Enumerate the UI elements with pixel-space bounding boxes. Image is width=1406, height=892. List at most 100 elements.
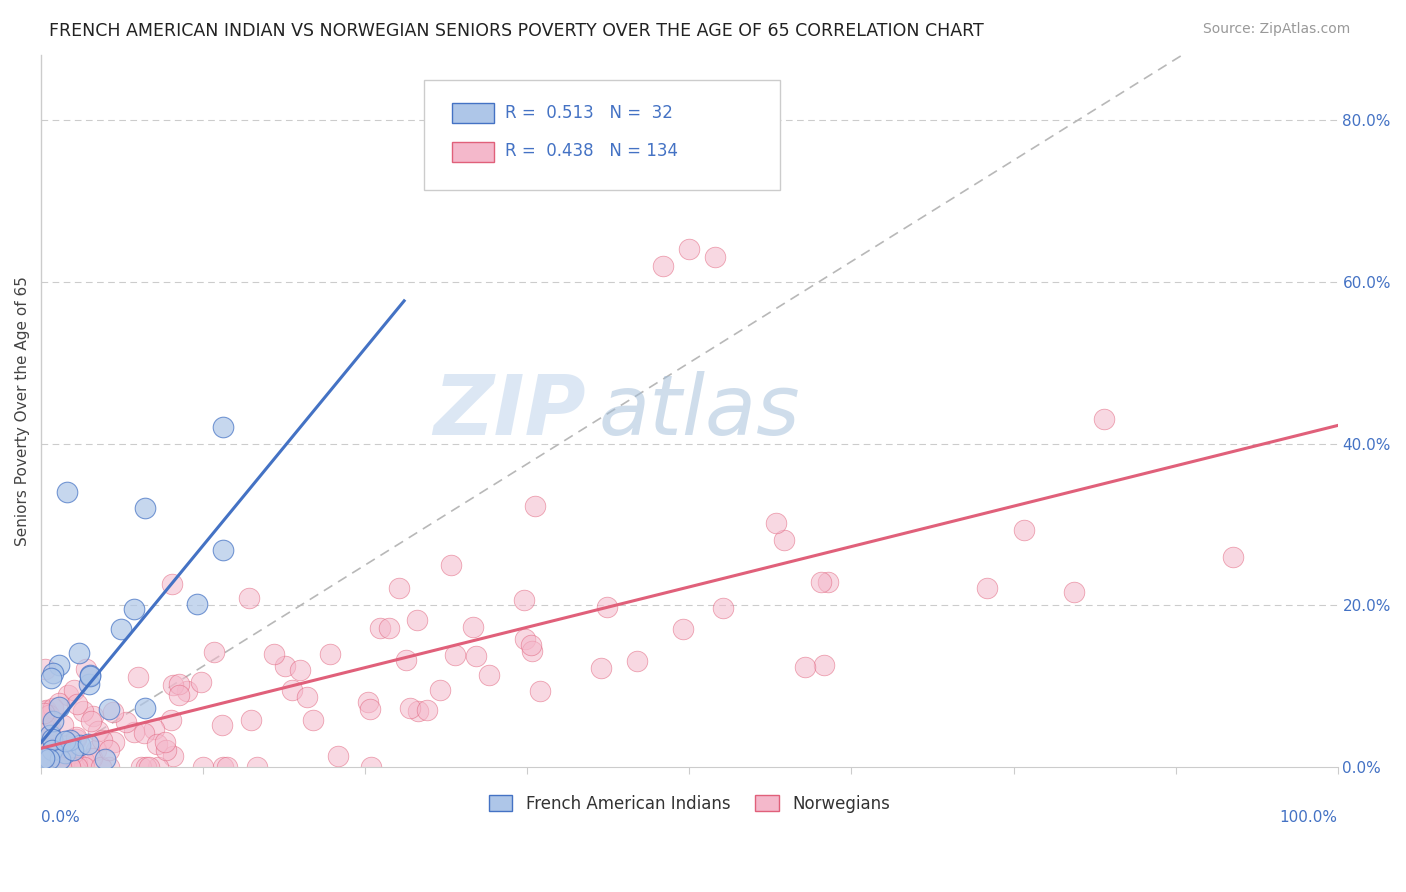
Point <box>56 756 79 770</box>
Point <box>1222 549 1244 564</box>
Point <box>146 737 169 751</box>
Point <box>399 700 422 714</box>
Point <box>589 660 612 674</box>
Point <box>34 704 56 718</box>
Point <box>246 760 269 774</box>
Point <box>810 574 832 589</box>
Point <box>211 717 233 731</box>
Point <box>134 701 156 715</box>
Point <box>359 702 381 716</box>
Point <box>90 760 112 774</box>
Point <box>395 653 418 667</box>
Point <box>1012 523 1035 537</box>
Point <box>148 760 170 774</box>
Point <box>406 613 429 627</box>
Point <box>211 543 233 558</box>
Point <box>190 675 212 690</box>
Point <box>38 752 60 766</box>
Point <box>357 695 380 709</box>
Point <box>49 752 72 766</box>
Point <box>515 632 537 647</box>
Point <box>204 645 226 659</box>
Point <box>153 735 176 749</box>
Point <box>38 708 60 723</box>
Point <box>176 684 198 698</box>
Point <box>39 760 62 774</box>
Point <box>51 747 73 761</box>
Text: ZIP: ZIP <box>433 371 586 451</box>
Point <box>416 703 439 717</box>
Point <box>80 714 103 728</box>
Point <box>239 713 262 727</box>
Point <box>90 732 112 747</box>
Point <box>160 577 183 591</box>
Point <box>520 643 543 657</box>
Point <box>765 516 787 530</box>
Point <box>72 760 94 774</box>
Point <box>326 749 349 764</box>
FancyBboxPatch shape <box>453 142 494 162</box>
Point <box>94 752 117 766</box>
Point <box>55 746 77 760</box>
Point <box>69 738 91 752</box>
Point <box>1092 412 1115 426</box>
Point <box>41 666 63 681</box>
Point <box>478 667 501 681</box>
Point <box>45 760 67 774</box>
Point <box>31 752 53 766</box>
Point <box>65 730 87 744</box>
Point <box>110 622 132 636</box>
Point <box>87 723 110 738</box>
Point <box>193 760 215 774</box>
Point <box>238 591 260 605</box>
Point <box>817 574 839 589</box>
Point <box>32 706 55 720</box>
Point <box>42 700 65 714</box>
Point <box>159 713 181 727</box>
Point <box>62 743 84 757</box>
Point <box>59 732 82 747</box>
Point <box>37 751 59 765</box>
Point <box>115 715 138 730</box>
Point <box>388 581 411 595</box>
Point <box>263 647 285 661</box>
Point <box>186 597 208 611</box>
Point <box>368 621 391 635</box>
FancyBboxPatch shape <box>423 80 780 191</box>
Point <box>103 735 125 749</box>
Point <box>76 737 98 751</box>
Point <box>773 533 796 548</box>
Point <box>65 732 87 747</box>
Point <box>59 760 82 774</box>
Point <box>49 760 72 774</box>
Point <box>34 703 56 717</box>
FancyBboxPatch shape <box>453 103 494 123</box>
Point <box>135 760 157 774</box>
Point <box>813 657 835 672</box>
Point <box>672 623 695 637</box>
Point <box>52 717 75 731</box>
Point <box>167 688 190 702</box>
Point <box>406 704 429 718</box>
Point <box>124 724 146 739</box>
Point <box>82 751 104 765</box>
Point <box>53 734 76 748</box>
Point <box>523 499 546 513</box>
Point <box>520 638 543 652</box>
Point <box>443 648 465 662</box>
Point <box>976 581 998 595</box>
Point <box>288 663 311 677</box>
Point <box>464 649 486 664</box>
Point <box>440 558 463 572</box>
Point <box>652 259 675 273</box>
Text: FRENCH AMERICAN INDIAN VS NORWEGIAN SENIORS POVERTY OVER THE AGE OF 65 CORRELATI: FRENCH AMERICAN INDIAN VS NORWEGIAN SENI… <box>49 22 984 40</box>
Point <box>461 620 484 634</box>
Point <box>53 745 76 759</box>
Point <box>38 721 60 735</box>
Point <box>35 731 58 745</box>
Point <box>38 749 60 764</box>
Point <box>360 760 382 774</box>
Point <box>319 648 342 662</box>
Y-axis label: Seniors Poverty Over the Age of 65: Seniors Poverty Over the Age of 65 <box>15 277 30 546</box>
Text: 0.0%: 0.0% <box>41 810 80 825</box>
